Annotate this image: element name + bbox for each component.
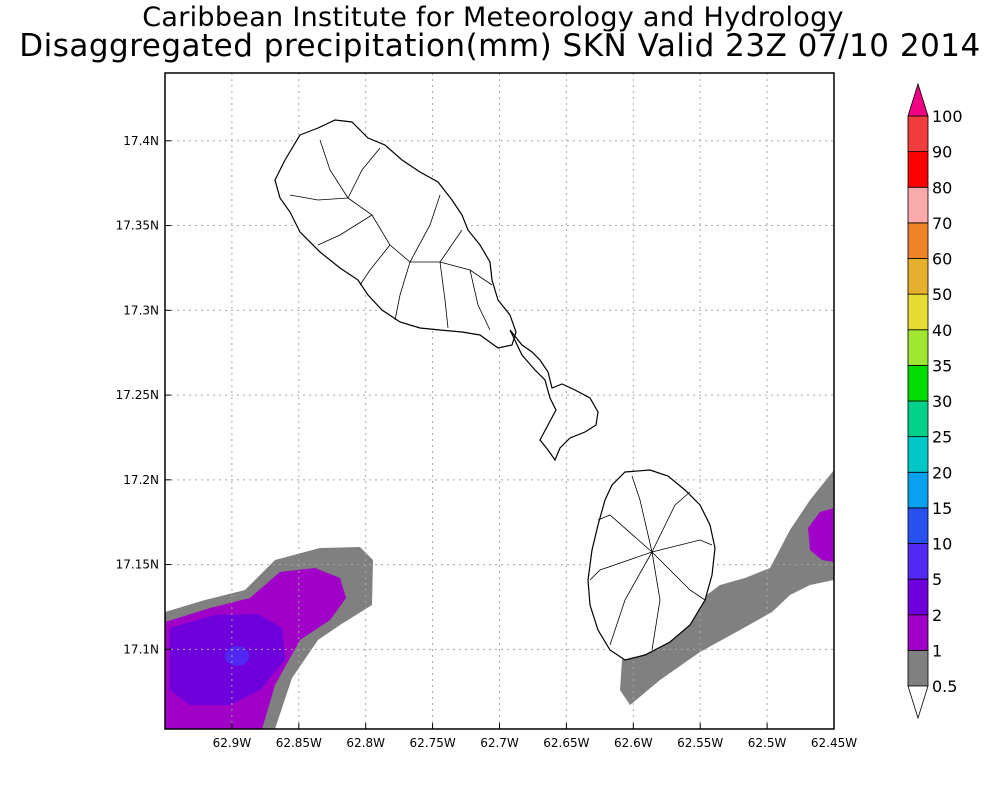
colorbar-swatch — [907, 222, 929, 259]
colorbar-label: 60 — [932, 250, 952, 269]
colorbar-label: 1 — [932, 641, 942, 660]
colorbar-label: 20 — [932, 463, 952, 482]
lon-tick-label: 62.65W — [543, 736, 589, 750]
lon-tick-label: 62.75W — [409, 736, 455, 750]
lat-tick-label: 17.1N — [123, 642, 159, 656]
colorbar-label: 30 — [932, 392, 952, 411]
colorbar-swatch — [907, 115, 929, 153]
precip-area-se-2mm — [808, 508, 834, 562]
colorbar-label: 40 — [932, 321, 952, 340]
colorbar-swatch — [907, 364, 929, 402]
lon-tick-label: 62.5W — [748, 736, 787, 750]
colorbar-swatch — [907, 436, 929, 473]
lat-tick-label: 17.4N — [123, 134, 159, 148]
colorbar-label: 10 — [932, 535, 952, 554]
lon-tick-label: 62.55W — [677, 736, 723, 750]
colorbar-swatch — [907, 578, 929, 616]
lat-tick-label: 17.2N — [123, 473, 159, 487]
colorbar-label: 0.5 — [932, 677, 957, 696]
islands — [274, 119, 716, 661]
lat-tick-label: 17.3N — [123, 303, 159, 317]
colorbar-swatch — [907, 649, 929, 687]
colorbar-swatch — [907, 293, 929, 331]
lon-tick-label: 62.7W — [480, 736, 519, 750]
watershed-lines — [289, 139, 713, 651]
colorbar-label: 90 — [932, 143, 952, 162]
precip-area-sw-10mm — [225, 646, 249, 666]
colorbar-label: 50 — [932, 285, 952, 304]
colorbar-label: 80 — [932, 178, 952, 197]
colorbar-swatch — [907, 151, 929, 188]
lat-tick-label: 17.15N — [116, 558, 159, 572]
latitude-labels: 17.4N 17.35N 17.3N 17.25N 17.2N 17.15N 17.1N — [116, 134, 171, 656]
lat-tick-label: 17.25N — [116, 388, 159, 402]
longitude-labels: 62.9W 62.85W 62.8W 62.75W 62.7W 62.65W 62.6W 62… — [213, 723, 857, 750]
lon-tick-label: 62.8W — [346, 736, 385, 750]
lon-tick-label: 62.6W — [614, 736, 653, 750]
colorbar-label: 35 — [932, 356, 952, 375]
colorbar-label: 100 — [932, 107, 963, 126]
colorbar-label: 25 — [932, 428, 952, 447]
colorbar-label: 2 — [932, 606, 942, 625]
colorbar-top-arrow — [907, 82, 929, 117]
precipitation-shading — [165, 470, 834, 729]
colorbar-swatch — [907, 471, 929, 509]
lat-tick-label: 17.35N — [116, 219, 159, 233]
lon-tick-label: 62.45W — [811, 736, 857, 750]
lon-tick-label: 62.85W — [276, 736, 322, 750]
colorbar-bottom-arrow — [907, 685, 929, 720]
title-line-1: Caribbean Institute for Meteorology and … — [142, 2, 844, 33]
title-line-2: Disaggregated precipitation(mm) SKN Vali… — [19, 28, 981, 64]
colorbar-swatch — [907, 400, 929, 438]
colorbar-swatch — [907, 186, 929, 224]
lon-tick-label: 62.9W — [213, 736, 252, 750]
colorbar-label: 70 — [932, 214, 952, 233]
island-st-kitts — [274, 119, 517, 349]
island-st-kitts-peninsula — [509, 329, 599, 462]
colorbar-label: 5 — [932, 570, 942, 589]
colorbar-label: 15 — [932, 499, 952, 518]
colorbar-swatch — [907, 507, 929, 544]
colorbar-swatch — [907, 329, 929, 366]
colorbar-swatch — [907, 258, 929, 295]
colorbar-swatch — [907, 614, 929, 651]
island-nevis — [587, 469, 716, 661]
precip-area-se-gray — [620, 470, 834, 705]
colorbar-swatch — [907, 543, 929, 580]
